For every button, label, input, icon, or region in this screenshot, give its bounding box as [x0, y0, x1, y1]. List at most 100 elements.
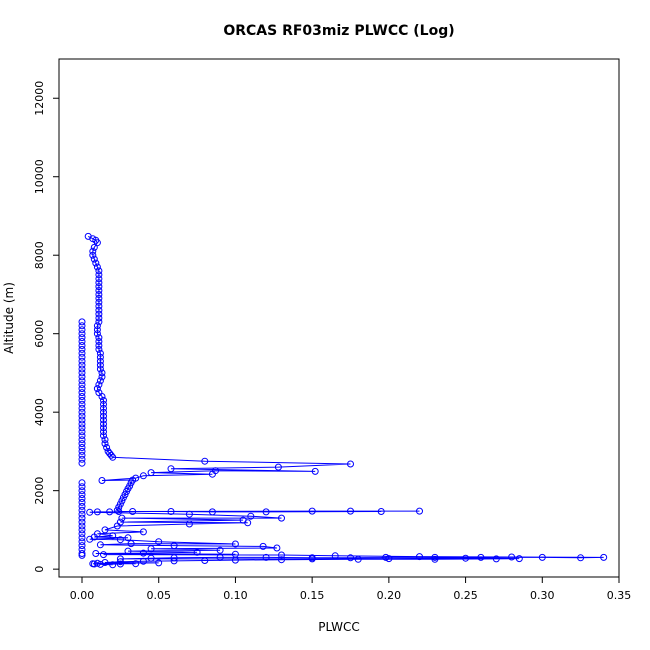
data-point [78, 318, 86, 326]
data-point [78, 551, 86, 559]
data-point [78, 530, 86, 538]
data-point [78, 353, 86, 361]
data-point [331, 552, 339, 560]
data-point [132, 560, 140, 568]
data-point [78, 447, 86, 455]
data-point [78, 522, 86, 530]
data-point [201, 557, 209, 564]
data-point [147, 469, 155, 477]
data-point [127, 540, 135, 548]
data-point [100, 408, 107, 416]
data-point [89, 251, 97, 259]
data-point [78, 416, 86, 424]
data-point [78, 361, 86, 369]
data-point [354, 555, 362, 563]
data-point [216, 553, 224, 561]
data-point [78, 322, 86, 330]
data-point [107, 451, 115, 459]
x-tick-label: 0.05 [146, 589, 171, 602]
data-point [147, 554, 155, 562]
data-point [95, 271, 103, 279]
data-point [78, 404, 86, 412]
x-tick-label: 0.00 [70, 589, 95, 602]
data-point [78, 424, 86, 432]
data-point [96, 353, 104, 361]
data-point [78, 538, 86, 546]
data-point [92, 550, 100, 557]
data-point [100, 412, 107, 420]
data-point [577, 554, 585, 562]
data-point [96, 357, 104, 365]
data-point [98, 477, 106, 484]
data-point [231, 540, 239, 548]
data-point [78, 483, 86, 491]
data-point [278, 551, 285, 559]
x-axis-label: PLWCC [318, 620, 359, 634]
data-point [170, 542, 178, 550]
data-point [78, 381, 86, 389]
data-point [95, 310, 103, 318]
data-point [95, 342, 103, 349]
data-point [78, 444, 86, 451]
data-point [95, 314, 103, 322]
data-point [78, 495, 86, 502]
data-point [262, 553, 270, 561]
data-point [147, 545, 155, 553]
data-point [95, 345, 103, 353]
data-point [155, 538, 163, 546]
data-point [93, 326, 101, 334]
data-point [95, 302, 103, 310]
data-point [78, 400, 86, 408]
data-point [538, 553, 546, 561]
x-axis: 0.00 0.05 0.10 0.15 0.20 0.25 0.30 0.35 [70, 576, 631, 602]
data-point [78, 514, 86, 522]
data-point [78, 393, 86, 400]
data-point [95, 279, 103, 287]
data-point [78, 526, 86, 534]
data-point [139, 549, 147, 557]
data-point [78, 506, 86, 514]
data-point [78, 550, 86, 557]
data-point [78, 408, 86, 416]
data-point [96, 377, 104, 385]
y-tick-label: 0 [33, 566, 46, 573]
data-point [262, 508, 270, 516]
data-point [492, 555, 500, 563]
data-point [115, 503, 123, 511]
data-point [78, 385, 86, 393]
data-point [86, 508, 94, 516]
data-point [78, 396, 86, 404]
data-point [78, 510, 86, 518]
data-point [93, 508, 101, 516]
data-point [78, 542, 86, 550]
data-point [78, 349, 86, 357]
data-point [101, 559, 109, 566]
data-point [95, 294, 103, 302]
data-point [95, 298, 103, 306]
data-point [311, 467, 319, 475]
data-point [95, 338, 103, 345]
y-tick-label: 8000 [33, 241, 46, 269]
data-point [274, 463, 282, 471]
x-tick-label: 0.10 [223, 589, 248, 602]
data-point [98, 393, 106, 400]
data-point [78, 412, 86, 420]
data-point [78, 432, 86, 440]
data-point [78, 428, 86, 436]
data-point [98, 369, 106, 377]
data-point [90, 243, 98, 251]
data-point [278, 514, 285, 522]
data-point [78, 455, 86, 463]
data-point [124, 534, 132, 542]
data-point [127, 479, 135, 487]
data-point [100, 400, 107, 408]
data-point [96, 349, 104, 357]
data-point [78, 338, 86, 345]
data-point [308, 555, 316, 563]
data-point [116, 555, 124, 563]
data-point [93, 559, 101, 567]
data-point [201, 457, 209, 465]
data-point [167, 508, 175, 515]
data-point [78, 451, 86, 459]
